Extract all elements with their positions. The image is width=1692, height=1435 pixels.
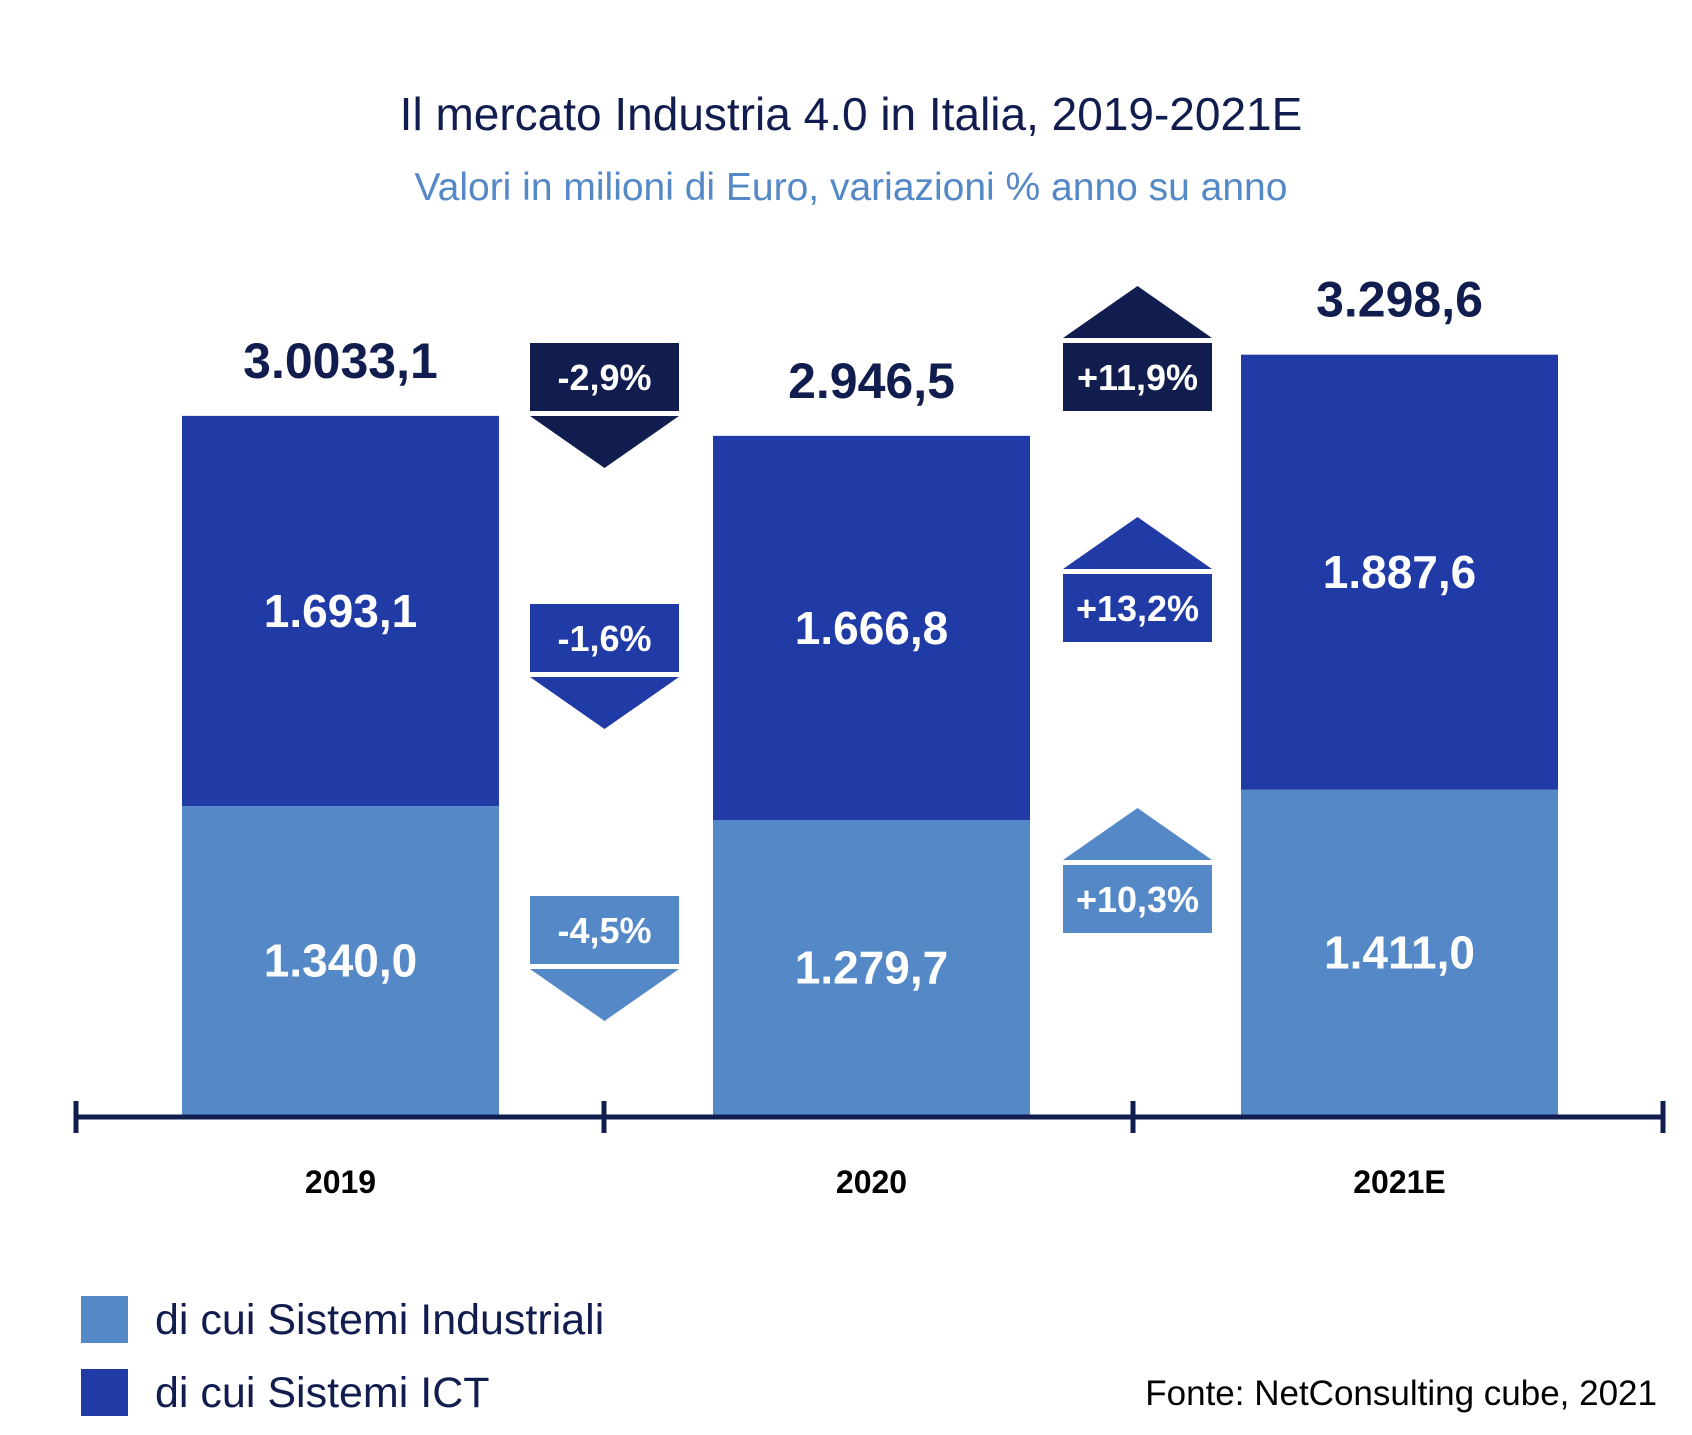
change-label: -1,6% xyxy=(557,618,651,659)
bar-industriali-2020 xyxy=(713,820,1030,1115)
source-note: Fonte: NetConsulting cube, 2021 xyxy=(1145,1374,1657,1413)
change-badge-total-2019-2020: -2,9% xyxy=(530,343,679,468)
legend-label-industriali: di cui Sistemi Industriali xyxy=(155,1296,604,1344)
bar-industriali-2019 xyxy=(182,806,499,1115)
arrow-up-icon xyxy=(1063,808,1212,860)
change-label: +10,3% xyxy=(1076,879,1199,920)
arrow-down-icon xyxy=(530,969,679,1021)
change-label: -4,5% xyxy=(557,910,651,951)
arrow-down-icon xyxy=(530,416,679,468)
bar-ict-2019 xyxy=(182,415,499,807)
change-badge-industriali-2019-2020: -4,5% xyxy=(530,896,679,1021)
bar-ict-2021E xyxy=(1241,354,1558,790)
data-label-ict-2019: 1.693,1 xyxy=(264,585,417,637)
legend-swatch-industriali xyxy=(81,1296,128,1343)
change-badge-ict-2019-2020: -1,6% xyxy=(530,604,679,729)
legend-swatch-ict xyxy=(81,1369,128,1416)
x-tick-label-2020: 2020 xyxy=(836,1164,907,1200)
arrow-down-icon xyxy=(530,677,679,729)
data-label-industriali-2021E: 1.411,0 xyxy=(1324,926,1475,978)
chart-title: Il mercato Industria 4.0 in Italia, 2019… xyxy=(400,88,1303,140)
change-label: +11,9% xyxy=(1077,357,1198,398)
total-label-2021E: 3.298,6 xyxy=(1316,272,1483,328)
data-label-ict-2020: 1.666,8 xyxy=(795,602,948,654)
data-label-industriali-2019: 1.340,0 xyxy=(264,935,417,987)
arrow-up-icon xyxy=(1063,286,1212,338)
total-label-2019: 3.0033,1 xyxy=(243,333,438,389)
change-label: +13,2% xyxy=(1076,588,1199,629)
bar-ict-2020 xyxy=(713,435,1030,821)
legend-label-ict: di cui Sistemi ICT xyxy=(155,1369,490,1417)
chart-subtitle: Valori in milioni di Euro, variazioni % … xyxy=(415,166,1288,209)
x-tick-label-2021E: 2021E xyxy=(1353,1164,1446,1200)
change-badge-ict-2020-2021E: +13,2% xyxy=(1063,517,1212,642)
change-label: -2,9% xyxy=(557,357,651,398)
x-tick-label-2019: 2019 xyxy=(305,1164,376,1200)
change-badge-industriali-2020-2021E: +10,3% xyxy=(1063,808,1212,933)
change-badge-total-2020-2021E: +11,9% xyxy=(1063,286,1212,411)
data-label-industriali-2020: 1.279,7 xyxy=(795,942,948,994)
arrow-up-icon xyxy=(1063,517,1212,569)
data-label-ict-2021E: 1.887,6 xyxy=(1323,546,1476,598)
x-axis: 2019 2020 2021E xyxy=(73,1101,1666,1200)
total-label-2020: 2.946,5 xyxy=(788,353,955,409)
bar-industriali-2021E xyxy=(1241,789,1558,1115)
